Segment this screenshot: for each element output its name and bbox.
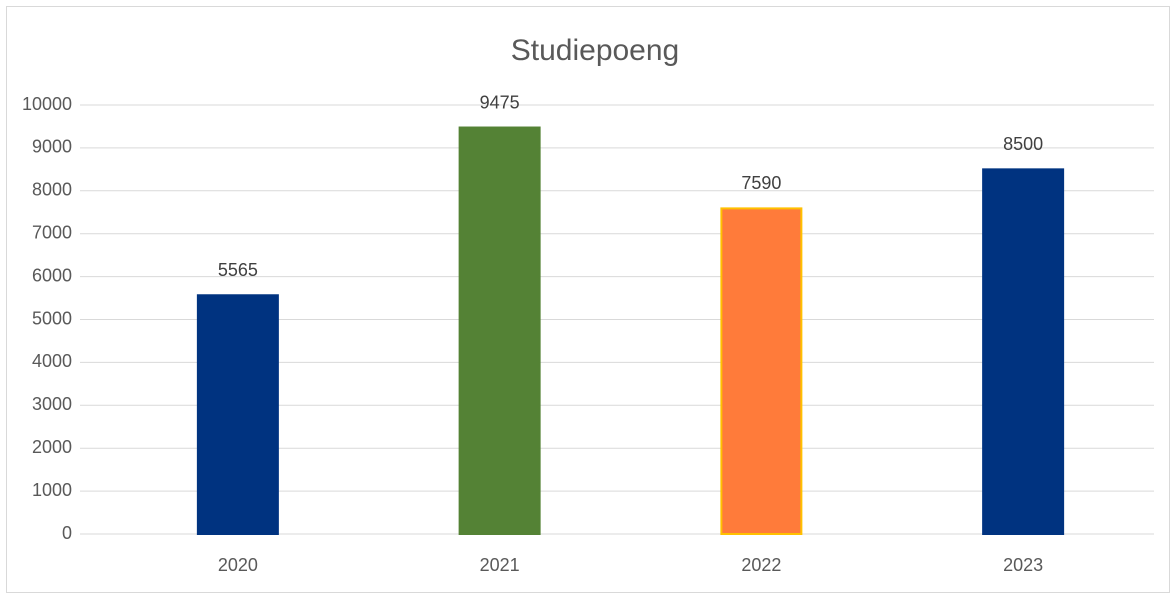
- data-label: 5565: [218, 260, 258, 280]
- y-tick-label: 7000: [32, 222, 72, 242]
- bar: [458, 126, 541, 536]
- x-tick-label: 2023: [1003, 555, 1043, 575]
- y-tick-label: 9000: [32, 137, 72, 157]
- data-label: 7590: [741, 173, 781, 193]
- x-tick-label: 2022: [741, 555, 781, 575]
- data-label: 8500: [1003, 134, 1043, 154]
- bar: [982, 168, 1065, 535]
- chart-title: Studiepoeng: [511, 34, 680, 67]
- y-tick-label: 3000: [32, 394, 72, 414]
- y-tick-label: 4000: [32, 351, 72, 371]
- y-tick-label: 5000: [32, 308, 72, 328]
- data-label: 9475: [480, 92, 520, 112]
- y-tick-label: 6000: [32, 265, 72, 285]
- y-tick-label: 1000: [32, 480, 72, 500]
- x-tick-label: 2020: [218, 555, 258, 575]
- y-tick-label: 0: [62, 523, 72, 543]
- x-tick-label: 2021: [480, 555, 520, 575]
- y-tick-label: 2000: [32, 437, 72, 457]
- bar: [196, 294, 279, 535]
- bar: [720, 207, 803, 535]
- y-tick-label: 10000: [22, 94, 72, 114]
- y-tick-label: 8000: [32, 180, 72, 200]
